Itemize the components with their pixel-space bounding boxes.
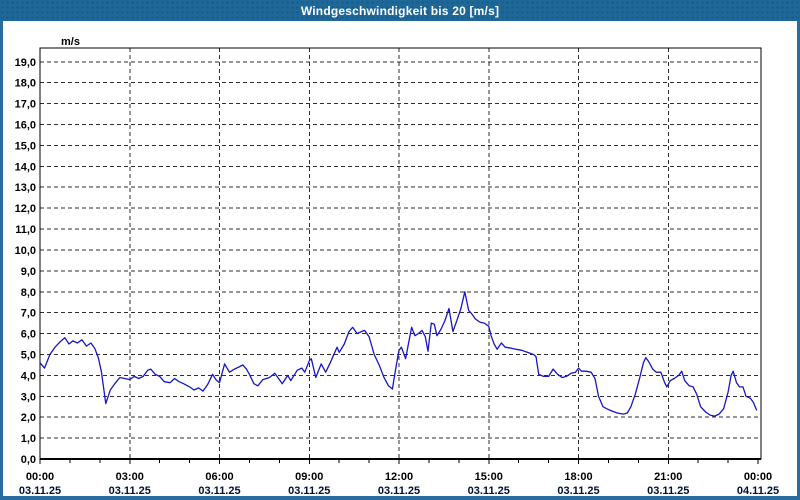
y-axis-unit-label: m/s — [61, 36, 80, 48]
title-bar: Windgeschwindigkeit bis 20 [m/s] — [0, 0, 800, 21]
y-tick-label: 19,0 — [15, 57, 36, 69]
x-tick-label: 21:00 — [654, 471, 682, 483]
y-tick-label: 10,0 — [15, 245, 36, 257]
y-tick-label: 7,0 — [21, 308, 36, 320]
y-tick-label: 5,0 — [21, 349, 36, 361]
x-tick-label: 03:00 — [116, 471, 144, 483]
x-date-label: 03.11.25 — [378, 485, 420, 497]
y-tick-label: 13,0 — [15, 182, 36, 194]
x-date-label: 03.11.25 — [468, 485, 510, 497]
y-tick-label: 3,0 — [21, 391, 36, 403]
y-tick-label: 1,0 — [21, 433, 36, 445]
y-tick-label: 16,0 — [15, 120, 36, 132]
y-tick-label: 15,0 — [15, 140, 36, 152]
x-tick-label: 06:00 — [205, 471, 233, 483]
x-date-label: 03.11.25 — [647, 485, 689, 497]
x-tick-label: 09:00 — [295, 471, 323, 483]
frame-edge-left — [0, 21, 3, 500]
plot-border — [39, 47, 762, 460]
frame-edge-right — [797, 21, 800, 500]
y-tick-label: 14,0 — [15, 161, 36, 173]
x-date-label: 03.11.25 — [288, 485, 330, 497]
y-tick-label: 6,0 — [21, 329, 36, 341]
y-tick-label: 9,0 — [21, 266, 36, 278]
y-tick-label: 11,0 — [15, 224, 36, 236]
x-tick-label: 18:00 — [564, 471, 592, 483]
y-tick-label: 4,0 — [21, 370, 36, 382]
y-tick-label: 18,0 — [15, 78, 36, 90]
x-date-label: 03.11.25 — [19, 485, 61, 497]
x-date-label: 04.11.25 — [737, 485, 779, 497]
y-tick-label: 8,0 — [21, 287, 36, 299]
wind-speed-line — [39, 291, 758, 417]
y-tick-label: 0,0 — [21, 454, 36, 466]
x-tick-label: 15:00 — [475, 471, 503, 483]
x-tick-label: 00:00 — [744, 471, 772, 483]
frame-edge-bottom — [0, 496, 800, 500]
x-tick-label: 12:00 — [385, 471, 413, 483]
y-tick-label: 12,0 — [15, 203, 36, 215]
x-date-label: 03.11.25 — [198, 485, 240, 497]
y-tick-label: 17,0 — [15, 99, 36, 111]
x-date-label: 03.11.25 — [109, 485, 151, 497]
x-date-label: 03.11.25 — [557, 485, 599, 497]
y-tick-label: 2,0 — [21, 412, 36, 424]
window-title: Windgeschwindigkeit bis 20 [m/s] — [300, 3, 500, 18]
x-tick-label: 00:00 — [26, 471, 54, 483]
